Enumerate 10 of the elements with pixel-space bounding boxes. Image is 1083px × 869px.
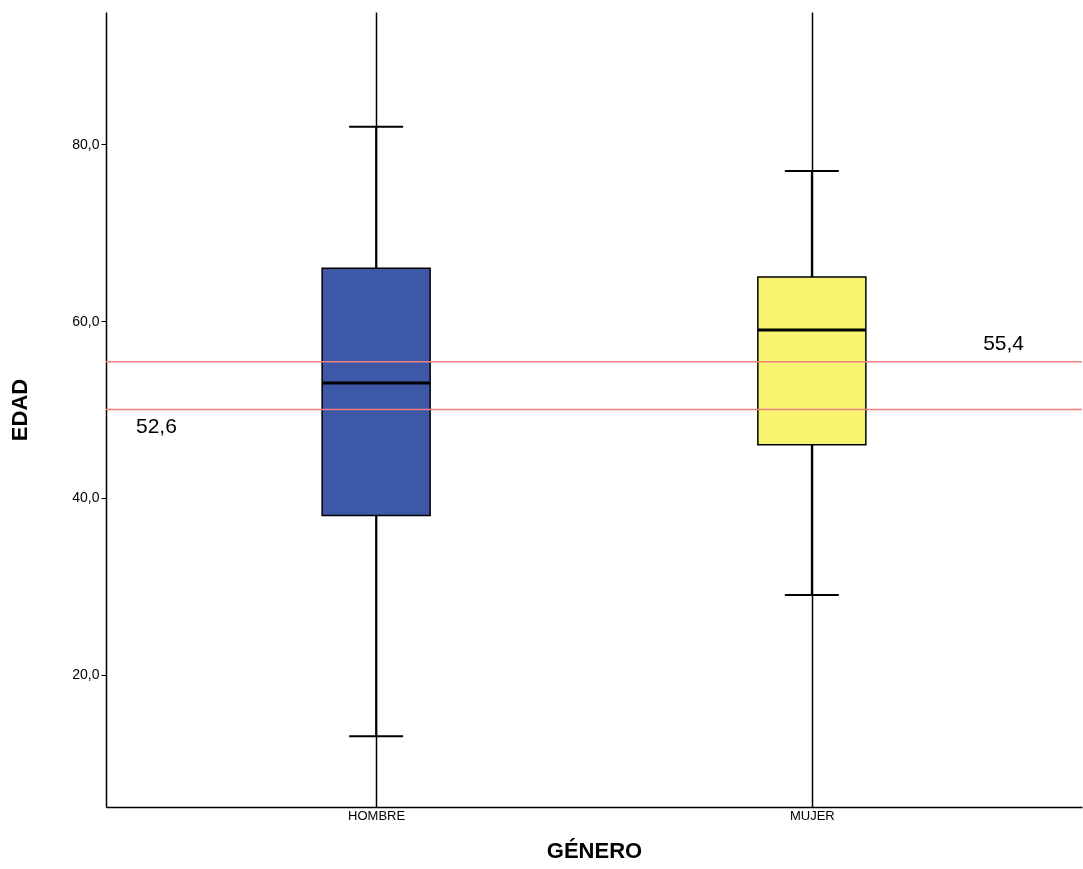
x-tick-label: HOMBRE — [348, 807, 406, 823]
ref-line-label: 55,4 — [983, 330, 1025, 354]
x-axis-title: GÉNERO — [546, 837, 643, 863]
y-axis-title: EDAD — [7, 378, 33, 442]
y-tick-label: 80,0 — [72, 136, 100, 152]
y-tick-label: 20,0 — [72, 666, 100, 682]
y-tick-label: 40,0 — [72, 489, 100, 506]
x-tick-label: MUJER — [789, 807, 835, 823]
annotation: 52,6 — [136, 413, 177, 437]
y-tick-label: 60,0 — [72, 312, 100, 329]
